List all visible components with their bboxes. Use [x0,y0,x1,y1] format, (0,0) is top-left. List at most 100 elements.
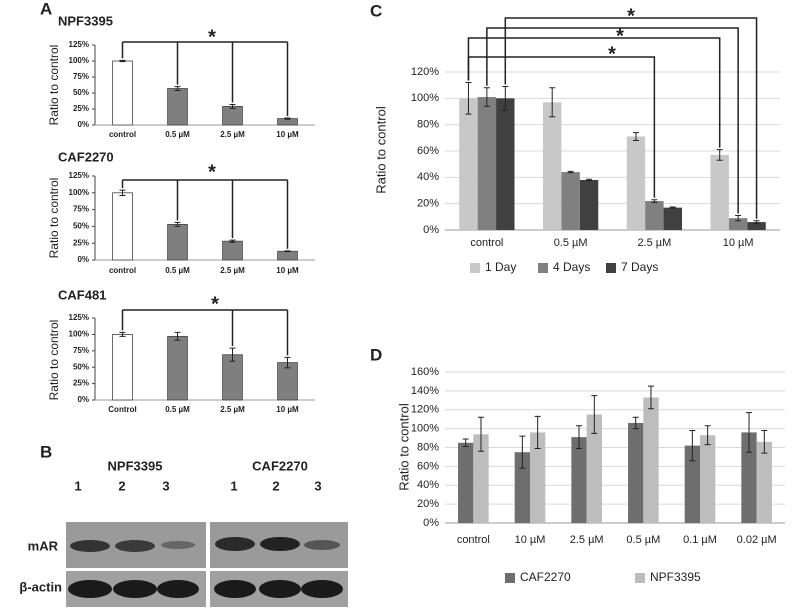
bar [112,192,133,261]
row-label: β-actin [19,579,62,594]
band [259,580,301,598]
bar [728,218,748,230]
x-tick-label: 10 µM [723,237,754,249]
legend-label: NPF3395 [650,570,701,584]
bar [684,445,700,523]
band [304,540,340,550]
y-tick-label: 0% [77,255,89,264]
lane-label: 2 [272,478,279,493]
bar [277,250,298,261]
band [161,541,195,549]
x-tick-label: control [109,266,136,275]
lane-label: 1 [74,478,81,493]
x-tick-label: 2.5 µM [220,130,245,139]
blot: NPF3395 CAF2270 1 2 3 1 2 3 mAR β-actin [19,458,348,607]
lane-label: 3 [162,478,169,493]
x-tick-label: 2.5 µM [220,405,245,414]
y-tick-label: 20% [417,498,439,510]
bar [663,207,683,230]
error-bar [465,82,472,115]
significance-star: * [627,5,635,27]
error-bar [576,425,583,449]
x-tick-label: 2.5 µM [220,266,245,275]
y-tick-label: 75% [73,72,89,81]
panel-label: B [40,442,52,461]
legend-swatch [538,263,548,273]
blot-group: CAF2270 [252,458,308,473]
y-tick-label: 50% [73,88,89,97]
y-tick-label: 25% [73,238,89,247]
y-tick-label: 140% [411,385,439,397]
y-tick-label: 50% [73,222,89,231]
band [113,580,157,598]
bar [112,333,133,401]
x-tick-label: 10 µM [276,130,299,139]
band [215,537,255,551]
bar [514,452,530,523]
x-tick-label: 0.5 µM [165,405,190,414]
error-bar [284,117,291,120]
legend-label: CAF2270 [520,570,571,584]
bar [167,223,188,261]
chart-title: NPF3395 [58,13,113,28]
bracket [121,41,289,116]
bar [459,98,478,230]
y-tick-label: 25% [73,104,89,113]
bar [477,97,497,231]
bar [586,414,602,523]
error-bar [567,170,574,174]
x-tick-label: control [457,534,490,546]
error-bar [591,395,598,434]
legend-label: 4 Days [553,260,590,274]
error-bar [229,347,236,362]
y-tick-label: 100% [69,188,89,197]
bar [626,136,646,230]
error-bar [119,59,126,63]
error-bar [229,104,236,109]
bar [530,432,546,523]
bar [645,201,664,230]
chart-title: CAF481 [58,287,106,302]
y-axis-label: Ratio to control [396,403,411,491]
bar [747,222,766,230]
bar [222,240,243,261]
error-bar [477,416,484,452]
y-axis-label: Ratio to control [47,45,61,126]
bracket [121,309,289,356]
y-tick-label: 20% [417,198,439,210]
y-tick-label: 120% [411,66,439,78]
x-tick-label: 10 µM [515,534,546,546]
error-bar [534,415,541,449]
legend-label: 1 Day [485,260,516,274]
bar [167,88,188,126]
y-tick-label: 60% [417,460,439,472]
bracket [467,56,656,198]
y-tick-label: 0% [423,517,439,529]
x-tick-label: 0.5 µM [626,534,660,546]
error-bar [284,356,291,369]
y-axis-label: Ratio to control [47,178,61,259]
panel-label: C [370,1,382,20]
bar [756,441,772,523]
significance-star: * [208,26,216,48]
bar [741,432,757,523]
y-tick-label: 100% [69,330,89,339]
lane-label: 2 [118,478,125,493]
bracket [504,17,758,219]
lane-label: 3 [314,478,321,493]
y-tick-label: 125% [69,171,89,180]
bar [561,172,580,230]
x-tick-label: 0.5 µM [165,266,190,275]
error-bar [284,250,291,253]
chart-title: CAF2270 [58,149,114,164]
x-tick-label: control [470,237,503,249]
x-tick-label: 0.1 µM [683,534,717,546]
y-tick-label: 40% [417,479,439,491]
error-bar [761,430,768,454]
error-bar [632,132,639,141]
panel-label: A [40,0,52,18]
error-bar [119,331,126,337]
error-bar [229,239,236,243]
y-tick-label: 75% [73,346,89,355]
